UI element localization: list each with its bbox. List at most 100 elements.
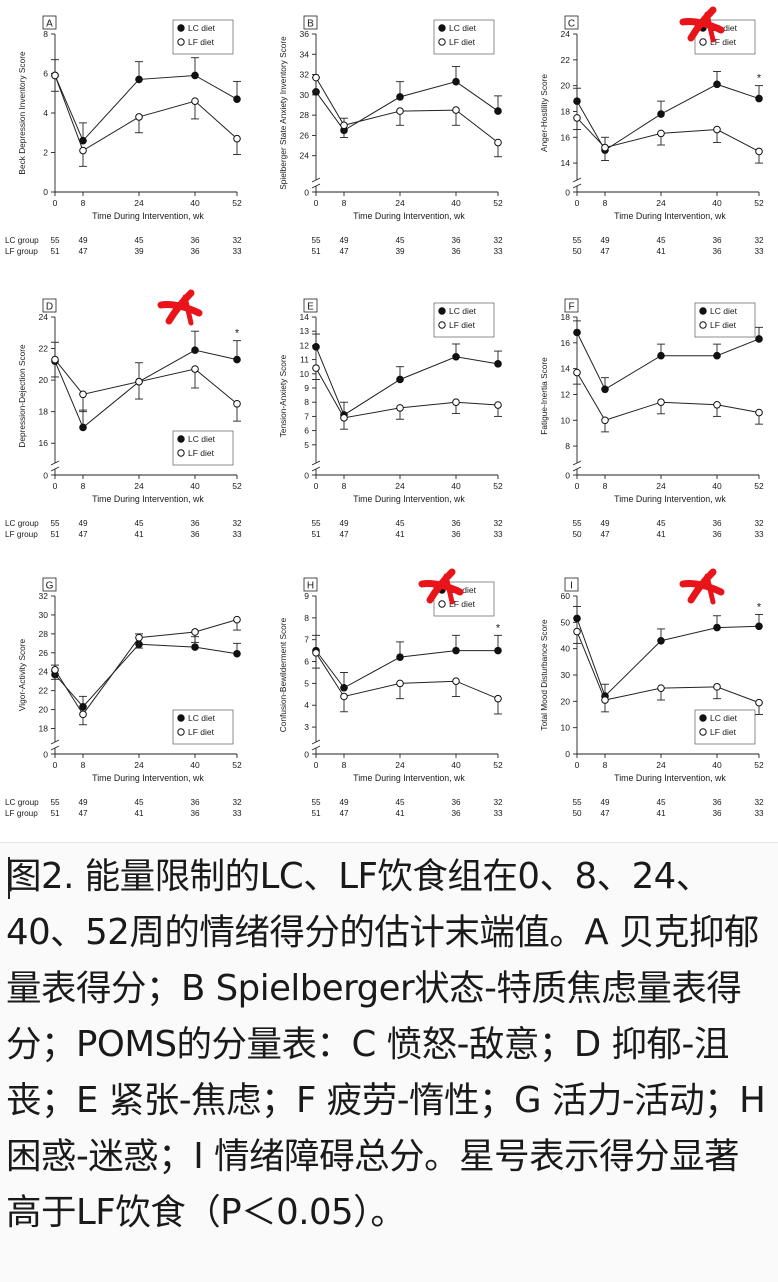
- red-stroke: [687, 6, 717, 42]
- n-value: 45: [656, 236, 666, 245]
- y-tick-label: 20: [561, 81, 571, 91]
- legend-marker: [177, 435, 185, 443]
- y-tick-label: 14: [561, 364, 571, 374]
- lc-data-point: [657, 110, 665, 118]
- panel-letter-box: [42, 15, 57, 30]
- n-value: 49: [600, 236, 610, 245]
- x-tick-label: 24: [656, 198, 666, 208]
- x-tick-label: 8: [342, 760, 347, 770]
- lc-data-point: [494, 646, 502, 655]
- lf-data-point: [494, 401, 502, 409]
- axis-break-mark: [572, 177, 582, 183]
- legend-marker: [438, 321, 446, 329]
- caption-panel: 图2. 能量限制的LC、LF饮食组在0、8、24、40、52周的情绪得分的估计末…: [0, 842, 778, 1282]
- axis-break-mark: [311, 739, 321, 745]
- panel-letter-box: [564, 577, 579, 592]
- n-value: 47: [600, 247, 610, 256]
- n-value: 36: [451, 247, 461, 256]
- legend-label: LF diet: [710, 37, 737, 47]
- x-tick-label: 0: [575, 760, 580, 770]
- n-value: 32: [493, 519, 503, 528]
- legend-marker: [438, 600, 446, 608]
- x-tick-label: 52: [493, 760, 503, 770]
- legend-label: LC diet: [710, 713, 738, 723]
- lf-data-point: [51, 355, 59, 364]
- lc-data-point: [233, 649, 241, 658]
- y-tick-label: 22: [561, 55, 571, 65]
- n-value: 36: [712, 530, 722, 539]
- n-value: 49: [339, 798, 349, 807]
- n-value: 55: [50, 236, 60, 245]
- y-tick-label: 20: [39, 375, 49, 385]
- y-tick-label: 10: [300, 369, 310, 379]
- lc-data-point: [233, 95, 241, 103]
- lc-data-point: [312, 343, 320, 351]
- figure-caption: 图2. 能量限制的LC、LF饮食组在0、8、24、40、52周的情绪得分的估计末…: [6, 856, 766, 1233]
- n-value: 36: [451, 519, 461, 528]
- n-value: 36: [451, 809, 461, 818]
- lf-data-point: [452, 677, 460, 686]
- n-value: 55: [50, 798, 60, 807]
- n-row-label: LF group: [5, 809, 38, 818]
- n-value: 41: [656, 530, 666, 539]
- red-annotation-mark: [679, 568, 725, 605]
- lf-data-point: [340, 121, 348, 130]
- n-value: 33: [754, 530, 764, 539]
- y-tick-label: 24: [39, 667, 49, 677]
- n-row-label: LF group: [5, 247, 38, 256]
- lc-data-point: [340, 683, 348, 692]
- n-value: 33: [754, 247, 764, 256]
- lf-data-point: [79, 390, 87, 399]
- panel-b: B 0 24 26 28 30 32 34 36 0 8 24 40 52 Time During Inte…: [278, 15, 503, 256]
- n-value: 32: [232, 798, 242, 807]
- x-tick-label: 8: [603, 760, 608, 770]
- n-value: 49: [600, 798, 610, 807]
- series-line-lc: [576, 332, 760, 390]
- n-value: 51: [311, 809, 321, 818]
- n-value: 49: [339, 236, 349, 245]
- panel-letter: G: [46, 581, 54, 592]
- n-value: 39: [134, 247, 144, 256]
- text-cursor: [8, 857, 10, 899]
- y-axis-label: Depression-Dejection Score: [17, 344, 27, 448]
- lf-data-point: [452, 106, 460, 114]
- n-value: 32: [493, 798, 503, 807]
- lf-data-point: [713, 400, 721, 409]
- lf-data-point: [601, 696, 609, 704]
- y-tick-label: 16: [561, 338, 571, 348]
- series-line-lf: [576, 372, 760, 421]
- legend-marker: [699, 728, 707, 736]
- n-value: 41: [395, 530, 405, 539]
- lf-data-point: [396, 404, 404, 412]
- lf-data-point: [79, 710, 87, 719]
- y-tick-label: 50: [561, 617, 571, 627]
- x-tick-label: 40: [712, 481, 722, 491]
- lc-data-point: [601, 385, 609, 394]
- lc-data-point: [396, 93, 404, 101]
- n-value: 51: [50, 530, 60, 539]
- legend-marker: [699, 38, 707, 46]
- n-value: 47: [600, 809, 610, 818]
- axis-break-mark: [311, 177, 321, 183]
- x-tick-label: 24: [395, 198, 405, 208]
- n-value: 51: [50, 809, 60, 818]
- n-value: 36: [712, 247, 722, 256]
- x-tick-label: 40: [190, 760, 200, 770]
- lc-data-point: [79, 702, 87, 711]
- axis-break-mark: [311, 183, 321, 189]
- panel-letter-box: [42, 298, 57, 313]
- x-tick-label: 0: [575, 198, 580, 208]
- y-axis-label: Vigor-Activity Score: [17, 639, 27, 712]
- n-value: 49: [339, 519, 349, 528]
- x-tick-label: 52: [232, 481, 242, 491]
- significance-asterisk: *: [757, 73, 762, 85]
- lf-data-point: [191, 97, 199, 105]
- n-value: 36: [451, 530, 461, 539]
- n-value: 45: [656, 798, 666, 807]
- y-tick-label: 4: [304, 700, 309, 710]
- lc-data-point: [573, 614, 581, 623]
- panel-letter: D: [46, 302, 53, 313]
- red-stroke: [182, 294, 194, 326]
